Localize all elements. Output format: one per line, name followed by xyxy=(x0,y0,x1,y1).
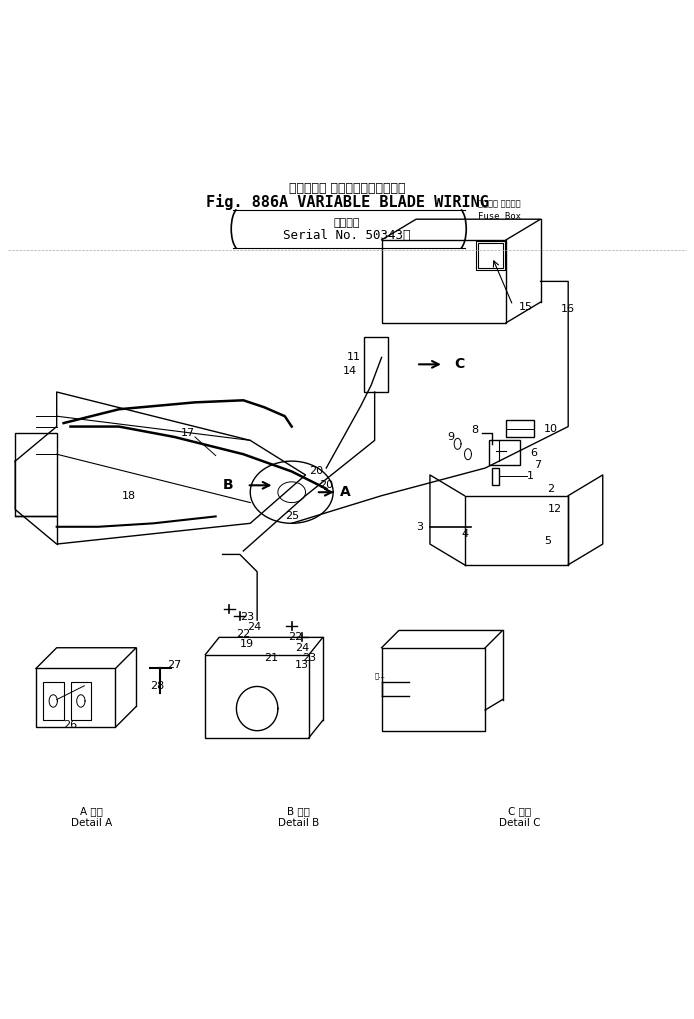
Text: 23: 23 xyxy=(240,611,254,622)
Text: B: B xyxy=(222,478,233,492)
Text: 21: 21 xyxy=(264,653,278,663)
Text: A 詳細
Detail A: A 詳細 Detail A xyxy=(71,806,112,827)
Text: 6: 6 xyxy=(530,447,537,458)
Text: 12: 12 xyxy=(548,504,561,515)
Text: 20: 20 xyxy=(319,480,333,490)
Text: Serial No. 50343～: Serial No. 50343～ xyxy=(283,228,411,242)
Text: 3: 3 xyxy=(416,522,423,532)
Text: 10: 10 xyxy=(544,424,558,434)
Text: ヒューズ ボックス: ヒューズ ボックス xyxy=(477,200,520,209)
Text: 1: 1 xyxy=(527,472,534,481)
Bar xyxy=(71,683,91,720)
Text: 17: 17 xyxy=(181,428,195,438)
Text: 16: 16 xyxy=(561,304,575,314)
Bar xyxy=(43,683,64,720)
Text: 23: 23 xyxy=(302,653,316,663)
Text: 26: 26 xyxy=(64,720,78,731)
Bar xyxy=(382,239,506,323)
Text: 24: 24 xyxy=(295,643,310,653)
Text: 22: 22 xyxy=(237,629,251,639)
Text: 24: 24 xyxy=(247,622,261,632)
Text: 13: 13 xyxy=(295,660,309,671)
Text: C 詳細
Detail C: C 詳細 Detail C xyxy=(499,806,541,827)
Bar xyxy=(478,244,502,268)
Bar xyxy=(492,468,499,485)
Text: 9: 9 xyxy=(447,432,454,442)
Bar xyxy=(205,654,309,738)
Text: 8: 8 xyxy=(471,425,478,435)
Text: C: C xyxy=(454,358,464,371)
Text: 11: 11 xyxy=(347,353,361,363)
Text: 7: 7 xyxy=(534,460,541,470)
Bar xyxy=(364,336,389,392)
Text: 25: 25 xyxy=(285,512,298,522)
Text: A: A xyxy=(340,485,351,499)
Bar xyxy=(36,668,115,728)
Text: 5: 5 xyxy=(544,536,551,545)
Text: 適用号機: 適用号機 xyxy=(334,218,360,227)
Text: Fig. 886A VARIABLE BLADE WIRING: Fig. 886A VARIABLE BLADE WIRING xyxy=(205,194,489,210)
Text: 14: 14 xyxy=(344,366,357,376)
Text: 18: 18 xyxy=(122,491,136,500)
Text: 4: 4 xyxy=(461,529,468,539)
Text: 15: 15 xyxy=(518,302,532,312)
Text: 28: 28 xyxy=(150,681,164,691)
Text: B 詳細
Detail B: B 詳細 Detail B xyxy=(278,806,319,827)
Text: 第...: 第... xyxy=(375,673,386,679)
Text: 19: 19 xyxy=(240,639,254,649)
Text: 20: 20 xyxy=(309,467,323,477)
Bar xyxy=(15,433,57,517)
Text: 27: 27 xyxy=(167,660,182,671)
Text: Fuse Box: Fuse Box xyxy=(477,212,520,220)
Text: 22: 22 xyxy=(288,633,303,642)
Bar xyxy=(476,242,505,270)
Text: 2: 2 xyxy=(548,484,555,494)
Text: バリアブル ブレードワイヤリング: バリアブル ブレードワイヤリング xyxy=(289,181,405,195)
Bar xyxy=(506,420,534,437)
Bar xyxy=(489,440,520,465)
